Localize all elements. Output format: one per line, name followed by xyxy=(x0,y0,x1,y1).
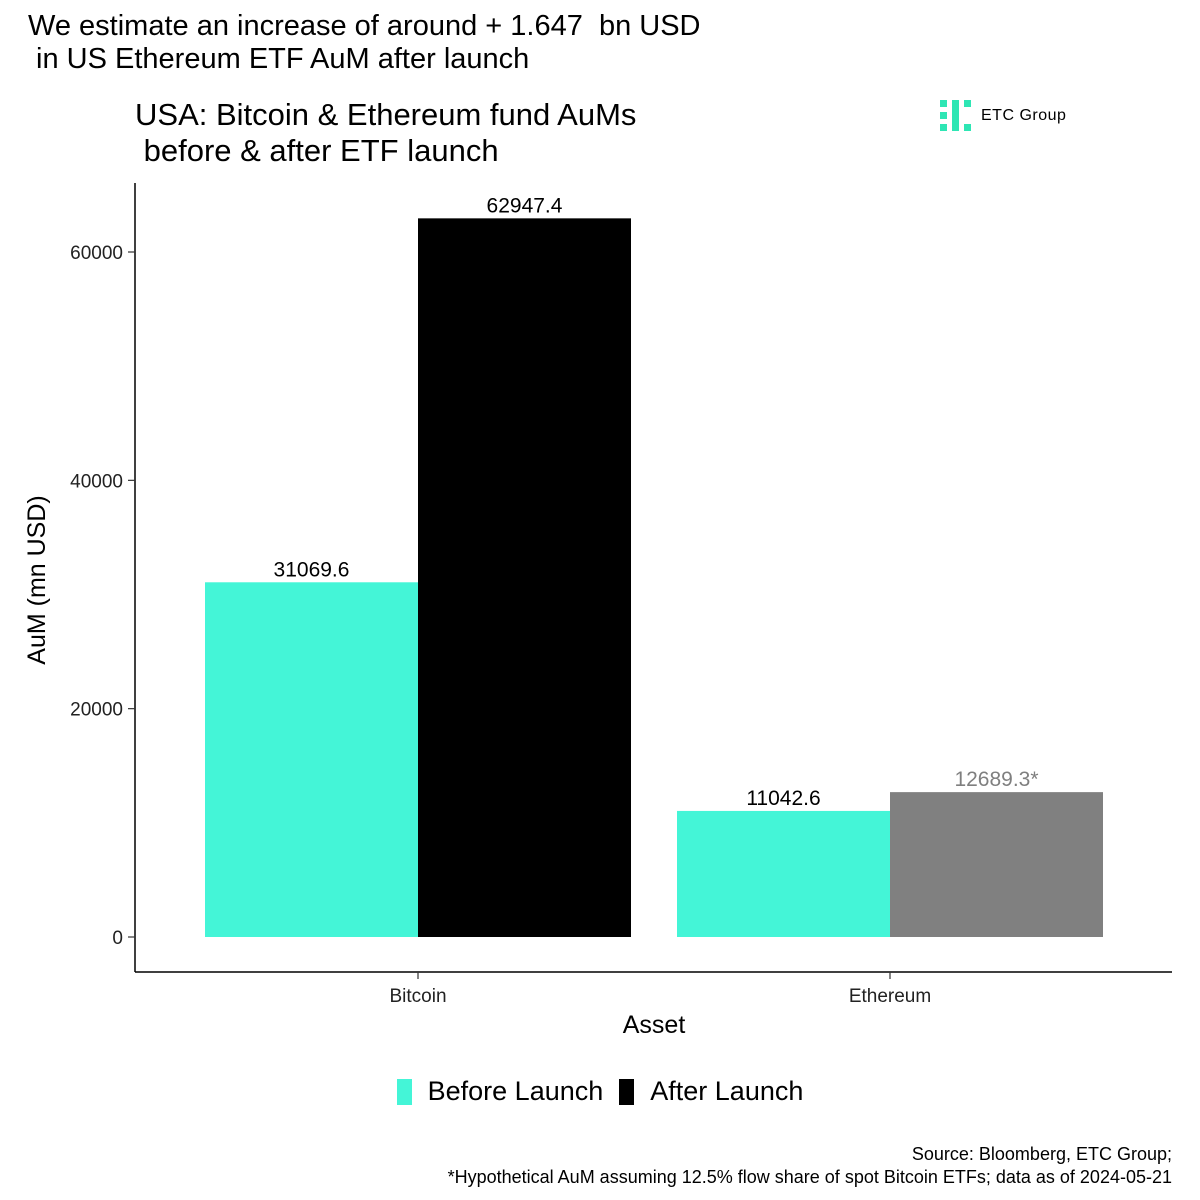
x-axis-title: Asset xyxy=(623,1011,686,1039)
legend-item-after: After Launch xyxy=(619,1076,803,1107)
legend-key-before xyxy=(396,1078,412,1105)
bar-bitcoin-after xyxy=(418,218,631,937)
data-label-ethereum-after: 12689.3* xyxy=(954,768,1038,791)
legend-key-after xyxy=(619,1078,635,1105)
x-tick-label-ethereum: Ethereum xyxy=(849,986,931,1007)
hypothetical-note: *Hypothetical AuM assuming 12.5% flow sh… xyxy=(447,1167,1172,1187)
bar-bitcoin-before xyxy=(205,582,418,937)
data-label-bitcoin-before: 31069.6 xyxy=(274,558,350,581)
bar-ethereum-before xyxy=(677,810,890,937)
bar-ethereum-after xyxy=(890,792,1103,937)
chart-marks: 31069.6 11042.6 62947.4 12689.3* xyxy=(205,194,1103,937)
y-axis-title: AuM (mn USD) xyxy=(23,495,51,664)
legend-item-before: Before Launch xyxy=(396,1076,604,1107)
chart-title: USA: Bitcoin & Ethereum fund AuMs before… xyxy=(135,97,637,168)
logo-text: ETC Group xyxy=(981,106,1067,124)
y-tick-label: 20000 xyxy=(70,700,123,721)
y-tick-label: 40000 xyxy=(70,471,123,492)
chart-axes: 0 20000 40000 60000 Bitcoin Ethereum Asset AuM … xyxy=(23,183,1172,1039)
data-label-ethereum-before: 11042.6 xyxy=(746,787,820,810)
legend-label-after: After Launch xyxy=(650,1076,804,1106)
data-label-bitcoin-after: 62947.4 xyxy=(487,194,563,217)
y-tick-label: 60000 xyxy=(70,243,123,264)
x-tick-label-bitcoin: Bitcoin xyxy=(389,986,446,1007)
source-note: Source: Bloomberg, ETC Group; xyxy=(911,1144,1172,1164)
etc-group-logo: ETC Group xyxy=(940,100,1066,131)
legend-label-before: Before Launch xyxy=(427,1076,604,1106)
legend: Before Launch After Launch xyxy=(0,1076,1200,1107)
footer: Source: Bloomberg, ETC Group; *Hypotheti… xyxy=(448,1143,1172,1189)
y-tick-label: 0 xyxy=(112,928,123,949)
headline: We estimate an increase of around + 1.64… xyxy=(28,10,701,75)
etc-group-logo-icon xyxy=(940,100,971,131)
